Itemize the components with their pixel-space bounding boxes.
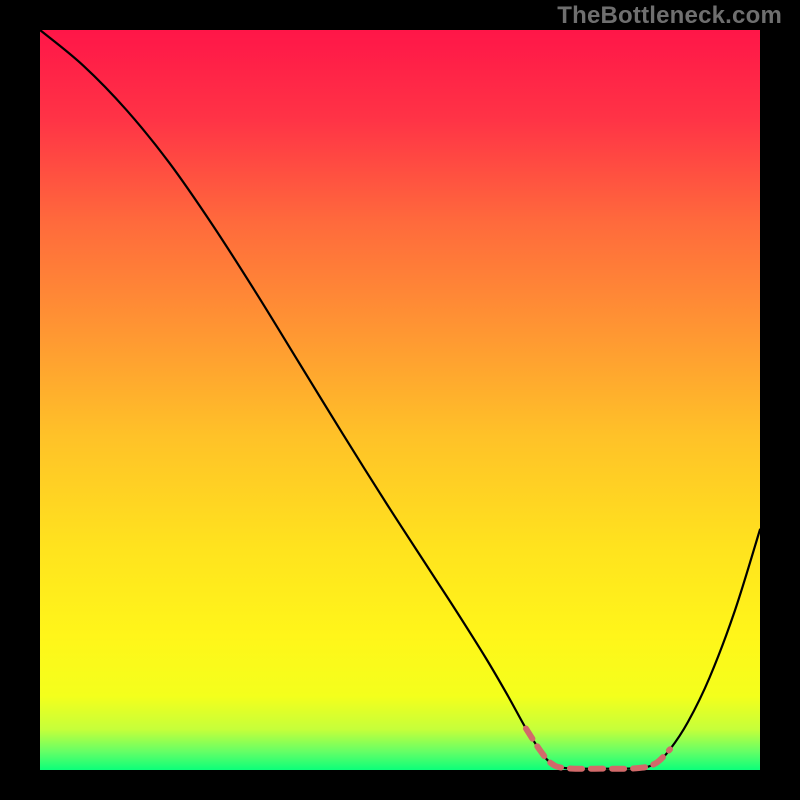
plot-background: [40, 30, 760, 770]
attribution-text: TheBottleneck.com: [557, 2, 782, 30]
